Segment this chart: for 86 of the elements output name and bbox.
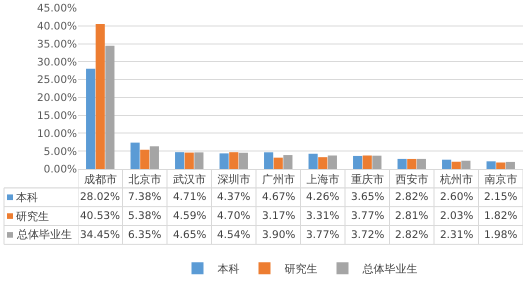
data-label: 1.82% (484, 210, 518, 222)
bar (229, 152, 238, 169)
data-label: 2.60% (440, 191, 474, 203)
bar (461, 160, 470, 169)
y-tick-label: 35.00% (36, 38, 78, 50)
data-label: 3.77% (351, 210, 384, 222)
data-label: 4.59% (173, 210, 206, 222)
bar (220, 153, 229, 169)
y-tick-label: 40.00% (36, 20, 78, 33)
data-label: 34.45% (80, 229, 120, 241)
y-tick-label: 10.00% (36, 128, 78, 140)
bar (398, 158, 407, 169)
legend-label: 总体毕业生 (16, 228, 72, 241)
bar (150, 146, 159, 169)
data-label: 6.35% (128, 229, 162, 241)
data-label: 2.82% (395, 191, 428, 203)
data-label: 4.65% (173, 229, 206, 241)
bar (175, 152, 184, 169)
bar (318, 157, 328, 169)
y-tick-label: 15.00% (36, 110, 78, 122)
x-tick-label: 南京市 (484, 173, 518, 186)
data-label: 3.65% (351, 191, 384, 203)
data-label: 40.53% (80, 210, 120, 222)
x-tick-label: 成都市 (84, 173, 117, 186)
y-tick-label: 20.00% (36, 92, 78, 104)
bar (407, 158, 416, 169)
data-label: 4.37% (217, 191, 250, 203)
x-tick-label: 杭州市 (438, 173, 473, 186)
data-label: 4.67% (262, 191, 296, 203)
bar (238, 152, 248, 169)
bar (274, 158, 283, 169)
bar (96, 24, 105, 169)
bar (372, 156, 382, 169)
y-tick-label: 30.00% (36, 56, 78, 68)
x-tick-label: 广州市 (262, 173, 295, 186)
x-tick-label: 重庆市 (350, 173, 384, 186)
bar (130, 142, 140, 169)
data-label: 2.82% (395, 229, 428, 241)
x-tick-label: 西安市 (395, 173, 428, 186)
bar (283, 155, 292, 169)
data-label: 2.31% (440, 229, 474, 241)
data-label: 2.81% (395, 210, 428, 222)
bar (328, 156, 337, 169)
data-label: 4.71% (173, 191, 206, 203)
data-label: 4.26% (306, 191, 340, 203)
bar (308, 154, 318, 169)
y-tick-label: 45.00% (36, 2, 78, 15)
data-label: 4.54% (217, 229, 250, 241)
x-tick-label: 上海市 (306, 173, 340, 186)
data-label: 3.17% (262, 210, 296, 222)
bar (442, 160, 452, 169)
bar (506, 162, 515, 169)
data-label: 5.38% (128, 210, 162, 222)
bar (105, 46, 114, 169)
data-label: 2.15% (484, 191, 518, 203)
text: 本科 (218, 262, 240, 276)
data-label: 3.77% (306, 229, 340, 241)
x-tick-label: 深圳市 (217, 173, 250, 186)
bar (452, 162, 461, 169)
bar (353, 156, 362, 169)
data-label: 3.90% (262, 229, 296, 241)
bar (194, 152, 204, 169)
x-tick-label: 北京市 (128, 173, 162, 186)
data-label: 3.72% (351, 229, 384, 241)
data-label: 3.31% (306, 210, 340, 222)
data-label: 4.70% (217, 210, 250, 222)
y-tick-label: 5.00% (44, 146, 78, 158)
legend-label: 研究生 (16, 210, 49, 223)
text: 总体毕业生 (362, 262, 418, 276)
bar (486, 161, 496, 169)
bar (86, 68, 96, 169)
bar (362, 156, 372, 169)
x-tick-label: 武汉市 (172, 173, 206, 186)
bar (184, 152, 194, 169)
bar (140, 150, 150, 169)
text: 研究生 (284, 262, 318, 276)
y-tick-label: 0.00% (44, 164, 78, 176)
bar (416, 158, 426, 169)
y-tick-label: 25.00% (36, 74, 78, 86)
data-label: 1.98% (484, 229, 518, 241)
data-label: 7.38% (128, 191, 162, 203)
bar (264, 152, 274, 169)
data-label: 2.03% (440, 210, 474, 222)
legend-label: 本科 (16, 191, 38, 204)
data-label: 28.02% (80, 191, 120, 203)
bar (496, 162, 506, 169)
